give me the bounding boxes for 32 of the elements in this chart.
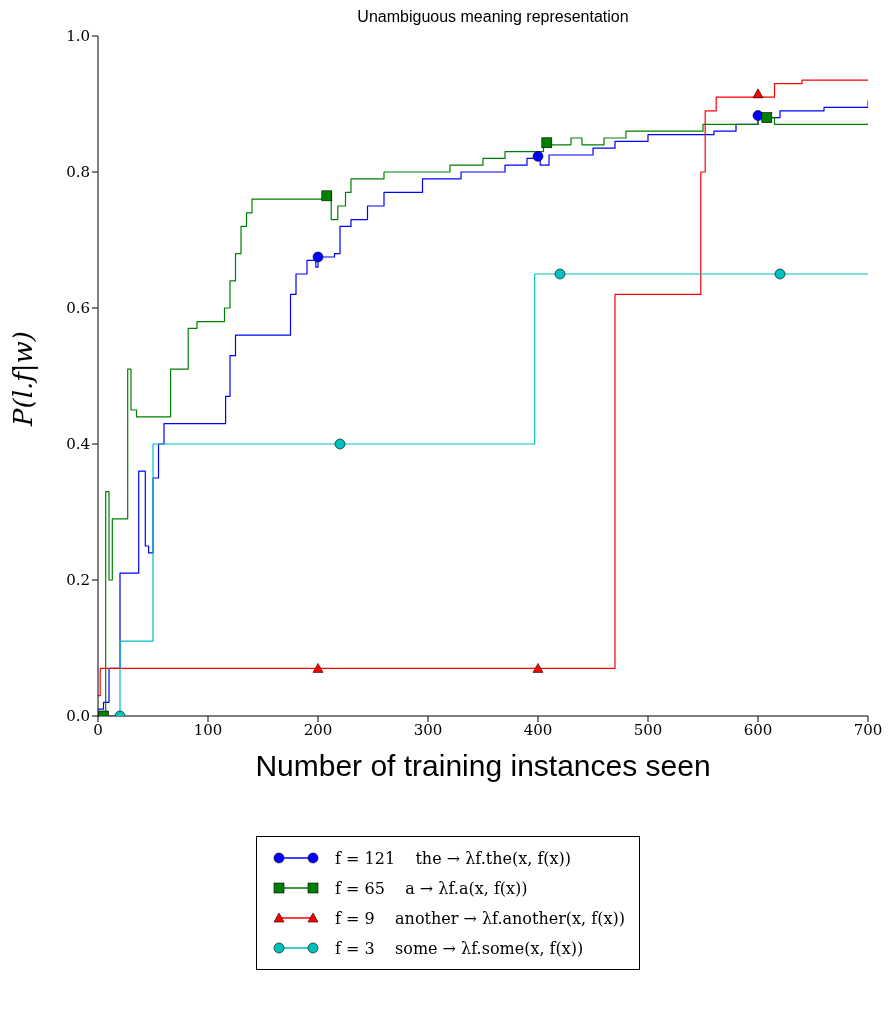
point: [334, 438, 346, 450]
point: [761, 112, 773, 123]
y-tick-label: 1.0: [66, 27, 90, 46]
point: [312, 663, 324, 673]
x-tick-label: 100: [193, 720, 223, 739]
x-tick-label: 500: [633, 720, 663, 739]
point: [532, 151, 544, 162]
y-tick-label: 0.6: [66, 299, 90, 318]
point: [312, 251, 324, 263]
chart-title: Unambiguous meaning representation: [356, 8, 630, 26]
x-tick-label: 700: [853, 720, 883, 739]
point: [541, 137, 553, 149]
y-tick-label: 0.8: [66, 163, 90, 182]
legend-label: f = 9 another → λf.another(x, f(x)): [335, 908, 625, 928]
y-tick-label: 0.0: [66, 707, 90, 726]
point: [321, 190, 333, 202]
point: [532, 663, 544, 673]
point: [554, 268, 566, 280]
y-axis-title: P(l.f|w): [8, 331, 38, 426]
x-axis-title: Number of training instances seen: [255, 749, 711, 782]
x-tick-label: 400: [523, 720, 553, 739]
x-tick-label: 200: [303, 720, 333, 739]
x-tick-label: 300: [413, 720, 443, 739]
y-tick-label: 0.2: [66, 571, 90, 590]
legend-label: f = 3 some → λf.some(x, f(x)): [335, 938, 584, 958]
point: [752, 88, 764, 99]
point: [774, 268, 786, 280]
legend-label: f = 65 a → λf.a(x, f(x)): [335, 878, 528, 898]
y-tick-label: 0.4: [66, 435, 90, 454]
x-tick-label: 0: [93, 720, 103, 739]
legend-label: f = 121 the → λf.the(x, f(x)): [335, 848, 572, 868]
x-tick-label: 600: [743, 720, 773, 739]
